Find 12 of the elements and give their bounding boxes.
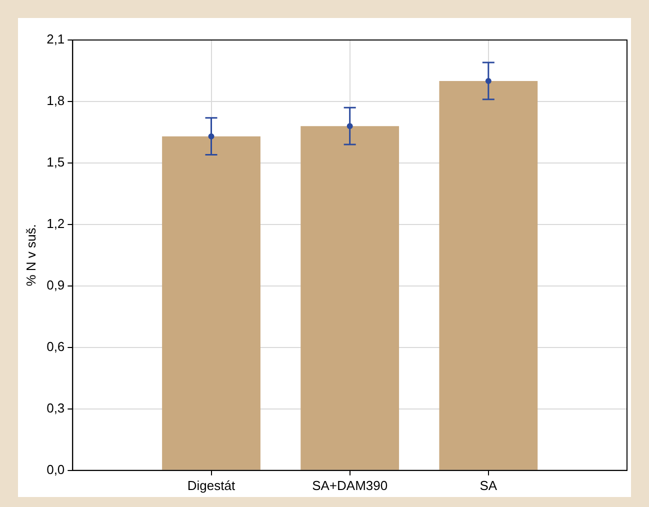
x-tick-label: Digestát	[187, 478, 236, 493]
y-tick-label: 0,6	[46, 339, 65, 354]
y-tick-label: 0,9	[46, 278, 65, 293]
y-axis-title: % N v suš.	[23, 224, 38, 286]
y-tick-label: 1,5	[46, 154, 65, 170]
x-tick-label: SA	[480, 478, 498, 493]
y-tick-label: 0,0	[46, 462, 65, 477]
x-tick-label: SA+DAM390	[312, 478, 388, 493]
y-tick-label: 2,1	[46, 32, 65, 47]
y-tick-label: 1,2	[46, 216, 65, 232]
y-tick-label: 1,8	[46, 93, 65, 108]
y-tick-label: 0,3	[46, 400, 65, 416]
